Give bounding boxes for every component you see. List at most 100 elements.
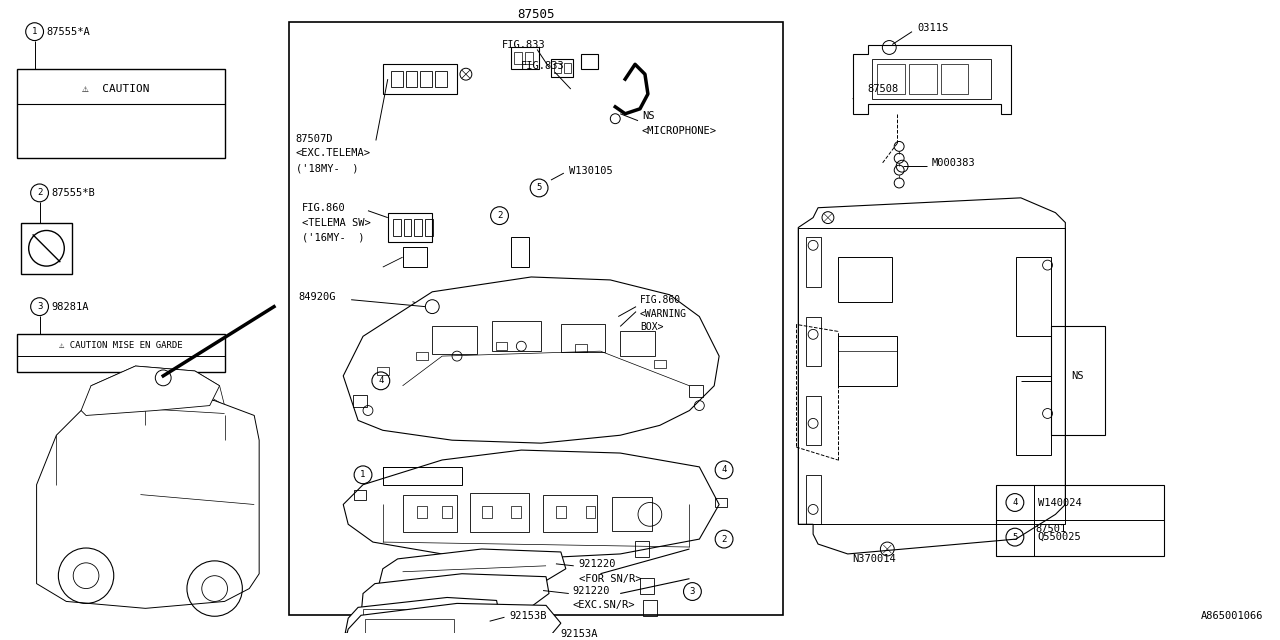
Bar <box>383 64 457 94</box>
Bar <box>495 342 507 350</box>
Text: 87505: 87505 <box>517 8 556 21</box>
Bar <box>1016 376 1051 455</box>
Bar <box>435 71 447 87</box>
Bar <box>1051 326 1105 435</box>
Polygon shape <box>91 366 146 404</box>
Text: FIG.860: FIG.860 <box>640 295 681 305</box>
Text: 2: 2 <box>722 534 727 543</box>
Text: BOX>: BOX> <box>640 323 663 332</box>
Bar <box>640 578 654 593</box>
Bar <box>563 63 571 73</box>
Bar <box>612 497 652 531</box>
Text: 5: 5 <box>1012 532 1018 541</box>
Text: NS: NS <box>1071 371 1083 381</box>
Text: 3: 3 <box>37 302 42 311</box>
Text: FIG.860: FIG.860 <box>302 203 346 212</box>
Bar <box>492 321 541 351</box>
Bar <box>390 71 403 87</box>
Bar <box>420 71 433 87</box>
Text: ⚠  CAUTION: ⚠ CAUTION <box>82 84 150 94</box>
Bar <box>585 506 595 518</box>
Bar <box>17 69 224 158</box>
Bar <box>512 506 521 518</box>
Bar <box>877 64 905 94</box>
Text: W130105: W130105 <box>568 166 613 176</box>
Bar <box>470 493 529 532</box>
Text: 84920G: 84920G <box>298 292 337 302</box>
Bar <box>416 352 429 360</box>
Text: 5: 5 <box>536 184 541 193</box>
Bar <box>365 620 454 637</box>
Bar <box>635 541 649 557</box>
Bar <box>376 367 389 375</box>
Text: 87507D: 87507D <box>296 134 333 143</box>
Text: ('18MY-  ): ('18MY- ) <box>296 163 358 173</box>
Text: <MICROPHONE>: <MICROPHONE> <box>643 125 717 136</box>
Text: W140024: W140024 <box>1038 497 1082 508</box>
Bar <box>838 257 892 301</box>
Bar <box>643 600 657 616</box>
Bar <box>417 506 428 518</box>
Text: 1: 1 <box>361 470 366 479</box>
Bar <box>996 484 1165 556</box>
Bar <box>575 344 586 352</box>
Polygon shape <box>343 277 719 443</box>
Polygon shape <box>361 573 549 618</box>
Bar <box>556 506 566 518</box>
Polygon shape <box>799 198 1065 554</box>
Text: <TELEMA SW>: <TELEMA SW> <box>302 218 370 228</box>
Bar <box>512 237 529 267</box>
Polygon shape <box>346 598 499 636</box>
Bar <box>838 337 897 386</box>
Bar <box>525 52 534 64</box>
Bar <box>433 326 476 354</box>
Text: 98281A: 98281A <box>51 301 88 312</box>
Bar <box>654 360 666 368</box>
Text: NS: NS <box>643 111 654 121</box>
Text: 0311S: 0311S <box>916 22 948 33</box>
Bar <box>388 212 433 243</box>
Text: 921220: 921220 <box>572 586 611 596</box>
Bar <box>393 219 401 236</box>
Bar <box>581 54 599 69</box>
Polygon shape <box>195 371 224 406</box>
Bar <box>425 219 433 236</box>
Bar <box>799 227 1065 524</box>
Text: <FOR SN/R>: <FOR SN/R> <box>579 573 641 584</box>
Polygon shape <box>343 604 561 640</box>
Bar <box>353 395 367 406</box>
Text: Q550025: Q550025 <box>1038 532 1082 542</box>
Polygon shape <box>136 366 200 391</box>
Bar <box>406 71 417 87</box>
Bar <box>550 60 572 77</box>
Text: ⚠ CAUTION MISE EN GARDE: ⚠ CAUTION MISE EN GARDE <box>59 340 183 349</box>
Text: <EXC.TELEMA>: <EXC.TELEMA> <box>296 148 371 158</box>
Text: N370014: N370014 <box>852 554 896 564</box>
Text: FIG.833: FIG.833 <box>502 40 545 49</box>
Text: FIG.833: FIG.833 <box>521 61 564 71</box>
Polygon shape <box>378 549 566 591</box>
Bar <box>515 52 522 64</box>
Text: A865001066: A865001066 <box>1201 611 1263 621</box>
Bar <box>20 223 72 274</box>
Bar <box>415 219 422 236</box>
Text: 4: 4 <box>1012 498 1018 507</box>
Bar <box>621 332 655 356</box>
Text: 2: 2 <box>497 211 502 220</box>
Bar <box>1016 257 1051 337</box>
Text: 87555*B: 87555*B <box>51 188 95 198</box>
Bar <box>17 334 224 372</box>
Bar <box>481 506 492 518</box>
Text: 1: 1 <box>32 27 37 36</box>
Bar <box>442 506 452 518</box>
Text: 921220: 921220 <box>579 559 616 569</box>
Text: 92153B: 92153B <box>509 611 547 621</box>
Text: 2: 2 <box>37 188 42 197</box>
Bar <box>403 495 457 532</box>
Bar <box>554 63 561 73</box>
Bar <box>806 396 820 445</box>
Text: M000383: M000383 <box>932 158 975 168</box>
Bar <box>716 497 727 508</box>
Bar <box>806 237 820 287</box>
Polygon shape <box>81 366 220 415</box>
